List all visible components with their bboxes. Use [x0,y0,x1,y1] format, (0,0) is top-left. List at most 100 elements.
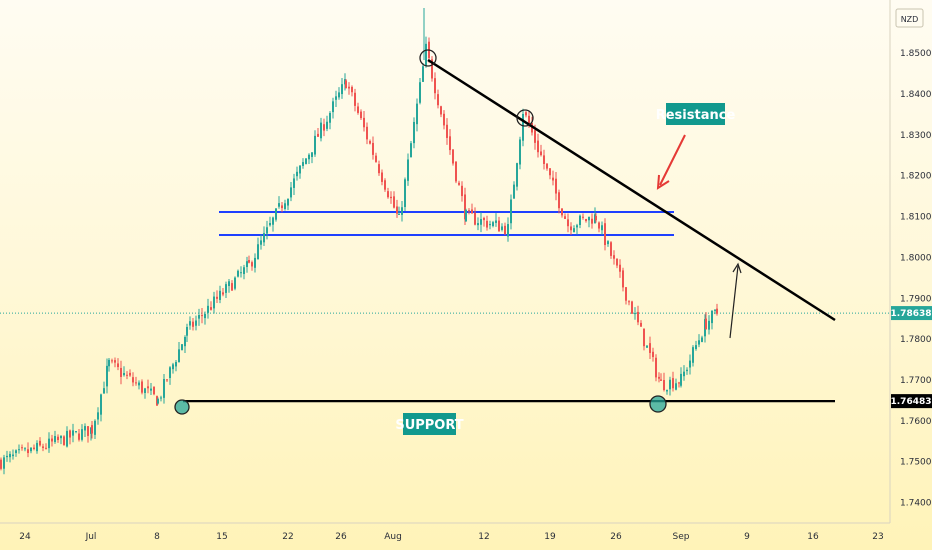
candle [452,149,454,166]
candle [184,335,186,353]
candle [646,345,648,348]
candle [219,285,221,304]
candle [147,379,149,394]
candle [75,430,77,434]
candle [663,372,665,392]
candle [588,216,590,228]
candle [443,110,445,130]
y-tick-label: 1.81000 [900,213,932,223]
x-tick-label: 16 [807,532,819,542]
candle [372,136,374,160]
candle [471,203,473,214]
support-marker-2 [649,395,667,413]
candle [375,152,377,163]
candle [607,240,609,247]
candle [468,208,470,215]
candle [21,444,23,451]
candle [150,383,152,396]
candle [458,180,460,186]
candle [348,82,350,95]
candle [72,423,74,443]
support-price-tag: 1.76483 [891,394,932,409]
candle [222,288,224,297]
candle [378,160,380,176]
candle [163,374,165,404]
currency-label[interactable]: NZD [895,8,924,28]
candle [498,216,500,232]
candle [120,360,122,385]
candle [437,89,439,109]
candle [595,213,597,223]
candle [228,279,230,293]
candle [483,216,485,227]
candle [30,447,32,454]
candle [666,389,668,395]
candle [299,165,301,179]
candle [240,266,242,278]
resistance-text: Resistance [656,108,736,123]
currency-text: NZD [901,15,919,24]
candle [465,208,467,222]
candle [129,369,131,377]
x-axis-ticks: 24 Jul 8 15 22 26 Aug 12 19 26 Sep 9 16 23 [19,532,883,542]
candle [323,118,325,137]
candle [3,454,5,475]
candle [504,222,506,236]
candle [477,217,479,231]
candle [701,335,703,343]
x-tick-label: 23 [872,532,883,542]
candle [555,171,557,201]
candle [425,36,427,68]
candle [338,87,340,100]
candle [201,308,203,324]
candle [613,250,615,265]
candle [579,214,581,229]
candle [84,423,86,438]
x-tick-label: Sep [673,532,690,542]
candle [326,115,328,132]
candle [692,345,694,367]
x-tick-label: 19 [544,532,556,542]
x-tick-label: Jul [85,532,97,542]
candle [628,300,630,306]
x-tick-label: 26 [610,532,622,542]
candle [144,387,146,399]
candle [434,72,436,100]
candles [0,8,718,475]
candle [716,303,718,316]
candle [314,130,316,157]
resistance-trendline [427,58,836,322]
candle [637,305,639,326]
candle [546,163,548,171]
candle [604,218,606,251]
candle [39,437,41,447]
candle [216,290,218,303]
candle [169,366,171,385]
candle [513,181,515,199]
candle [384,178,386,192]
candle [351,85,353,97]
candle [172,362,174,374]
candle [251,260,253,271]
peak-marker-2 [516,109,534,127]
candle [296,166,298,181]
candle [175,360,177,372]
candle [111,358,113,364]
candle [540,144,542,157]
candle [132,372,134,387]
candle [254,253,256,273]
candle [335,90,337,107]
y-tick-label: 1.76000 [900,417,932,427]
candle [27,442,29,458]
candle [525,110,527,118]
candle [689,354,691,375]
candle [213,291,215,314]
candle [474,207,476,226]
candle [705,312,707,330]
candle [260,234,262,250]
candle [419,78,421,105]
candle [0,457,2,471]
x-tick-label: 26 [335,532,347,542]
candle [51,434,53,447]
